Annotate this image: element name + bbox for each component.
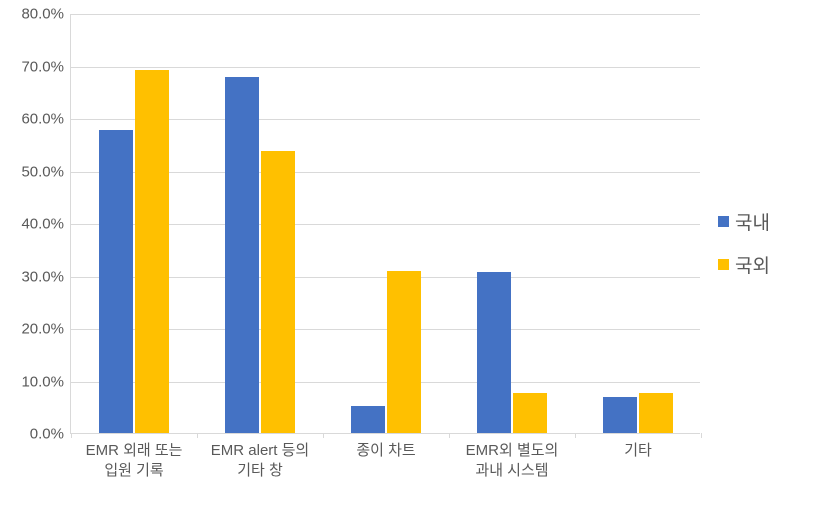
- x-tick: [449, 433, 450, 438]
- gridline: [71, 14, 700, 15]
- y-axis-label: 10.0%: [21, 373, 64, 390]
- legend-swatch: [718, 259, 729, 270]
- y-axis-label: 70.0%: [21, 58, 64, 75]
- x-tick: [197, 433, 198, 438]
- x-axis-label: 종이 차트: [323, 441, 449, 461]
- x-axis-label: 기타: [575, 441, 701, 461]
- bar-chart: 0.0% 10.0% 20.0% 30.0% 40.0% 50.0% 60.0% 70.0% 8…: [0, 0, 832, 508]
- gridline: [71, 67, 700, 68]
- legend-item: 국외: [718, 251, 770, 278]
- bar-overseas: [639, 393, 673, 433]
- bar-domestic: [477, 272, 511, 433]
- plot-area: 0.0%10.0%20.0%30.0%40.0%50.0%60.0%70.0%8…: [70, 14, 700, 434]
- y-axis-label: 80.0%: [21, 6, 64, 23]
- bar-domestic: [351, 406, 385, 433]
- bar-overseas: [387, 271, 421, 433]
- legend-label: 국내: [735, 208, 770, 235]
- y-axis-label: 60.0%: [21, 111, 64, 128]
- x-axis-label: EMR외 별도의 과내 시스템: [449, 441, 575, 482]
- bar-domestic: [603, 397, 637, 433]
- y-axis-label: 30.0%: [21, 268, 64, 285]
- x-tick: [71, 433, 72, 438]
- legend-swatch: [718, 216, 729, 227]
- bar-overseas: [261, 151, 295, 433]
- bar-domestic: [99, 130, 133, 433]
- y-axis-label: 20.0%: [21, 321, 64, 338]
- bar-domestic: [225, 77, 259, 433]
- x-axis-label: EMR alert 등의 기타 창: [197, 441, 323, 482]
- bar-overseas: [135, 70, 169, 433]
- y-axis-label: 40.0%: [21, 216, 64, 233]
- x-tick: [701, 433, 702, 438]
- y-axis-label: 50.0%: [21, 163, 64, 180]
- x-axis-label: EMR 외래 또는 입원 기록: [71, 441, 197, 482]
- legend-label: 국외: [735, 251, 770, 278]
- y-axis-label: 0.0%: [30, 426, 64, 443]
- x-tick: [575, 433, 576, 438]
- legend: 국내국외: [718, 208, 770, 294]
- legend-item: 국내: [718, 208, 770, 235]
- bar-overseas: [513, 393, 547, 433]
- x-tick: [323, 433, 324, 438]
